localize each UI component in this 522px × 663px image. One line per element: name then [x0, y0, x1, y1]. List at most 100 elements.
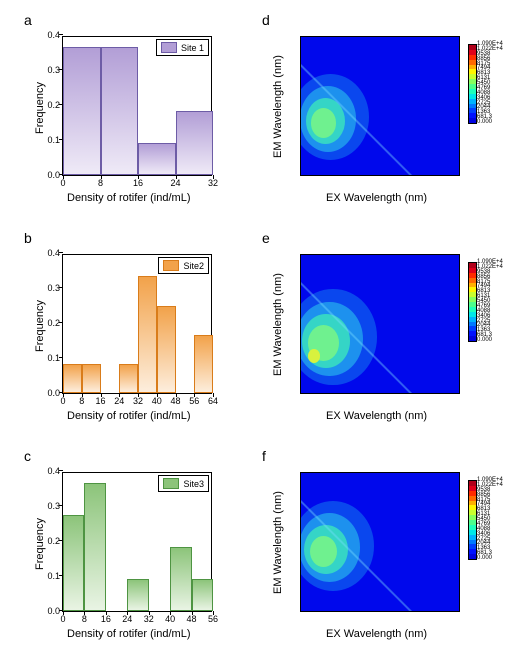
legend-text: Site 1	[181, 43, 204, 53]
colorbar-seg	[469, 118, 476, 123]
panel-label-e: e	[262, 230, 270, 246]
xtick: 400	[368, 393, 383, 394]
xtick: 300	[325, 393, 340, 394]
xtick: 600	[453, 393, 460, 394]
histogram-b: 0.00.10.20.30.40816243240485664	[62, 254, 212, 394]
xtick: 250	[304, 611, 319, 612]
xtick: 400	[368, 611, 383, 612]
colorbar-label: 0.000	[477, 119, 492, 125]
ytick: 0.1	[34, 571, 63, 581]
ytick: 0.4	[34, 466, 63, 476]
ytick: 500	[300, 295, 301, 305]
xlabel: Density of rotifer (ind/mL)	[67, 628, 190, 640]
ytick: 600	[300, 39, 301, 49]
histogram-a: 0.00.10.20.30.408162432	[62, 36, 212, 176]
ytick: 0.4	[34, 30, 63, 40]
ylabel: Frequency	[34, 300, 46, 352]
ytick: 600	[300, 257, 301, 267]
ylabel: EM Wavelength (nm)	[272, 491, 284, 594]
xtick: 600	[453, 175, 460, 176]
xtick: 450	[389, 175, 404, 176]
colorbar-seg	[469, 336, 476, 341]
contour-level	[311, 108, 337, 138]
xtick: 300	[325, 611, 340, 612]
ytick: 400	[300, 332, 301, 342]
eem-d: 300400500600250300350400450500550600	[300, 36, 460, 176]
xtick: 550	[432, 393, 447, 394]
panel-label-d: d	[262, 12, 270, 28]
xlabel: Density of rotifer (ind/mL)	[67, 192, 190, 204]
colorbar-seg	[469, 554, 476, 559]
ytick: 300	[300, 369, 301, 379]
histogram-bar	[119, 364, 138, 393]
histogram-c: 0.00.10.20.30.408162432404856	[62, 472, 212, 612]
histogram-bar	[194, 335, 213, 393]
legend: Site2	[158, 257, 209, 274]
histogram-bar	[63, 364, 82, 393]
histogram-bar	[127, 579, 148, 611]
xtick: 350	[347, 393, 362, 394]
ytick: 0.0	[34, 606, 63, 616]
xtick: 600	[453, 611, 460, 612]
ytick: 600	[300, 475, 301, 485]
histogram-bar	[101, 47, 139, 175]
ytick: 0.3	[34, 65, 63, 75]
ytick: 400	[300, 114, 301, 124]
legend-swatch	[161, 42, 177, 53]
histogram-bar	[82, 364, 101, 393]
xtick: 500	[411, 393, 426, 394]
legend-text: Site2	[183, 261, 204, 271]
colorbar	[468, 262, 477, 342]
panel-label-c: c	[24, 448, 31, 464]
histogram-bar	[157, 306, 176, 394]
ytick: 300	[300, 151, 301, 161]
xtick: 500	[411, 611, 426, 612]
histogram-bar	[192, 579, 213, 611]
xlabel: EX Wavelength (nm)	[326, 628, 427, 640]
xtick: 450	[389, 393, 404, 394]
ytick: 0.1	[34, 353, 63, 363]
colorbar	[468, 44, 477, 124]
xlabel: Density of rotifer (ind/mL)	[67, 410, 190, 422]
xtick: 400	[368, 175, 383, 176]
colorbar-label: 0.000	[477, 555, 492, 561]
xlabel: EX Wavelength (nm)	[326, 410, 427, 422]
colorbar	[468, 480, 477, 560]
xtick: 300	[325, 175, 340, 176]
ytick: 0.0	[34, 170, 63, 180]
xtick: 450	[389, 611, 404, 612]
ylabel: Frequency	[34, 518, 46, 570]
histogram-bar	[170, 547, 191, 611]
ylabel: EM Wavelength (nm)	[272, 55, 284, 158]
contour-level	[308, 349, 320, 362]
colorbar-label: 0.000	[477, 337, 492, 343]
legend-swatch	[163, 478, 179, 489]
ytick: 400	[300, 550, 301, 560]
ylabel: Frequency	[34, 82, 46, 134]
histogram-bar	[138, 276, 157, 393]
xtick: 250	[304, 175, 319, 176]
histogram-bar	[63, 47, 101, 175]
ytick: 0.1	[34, 135, 63, 145]
xtick: 550	[432, 611, 447, 612]
xtick: 350	[347, 611, 362, 612]
histogram-bar	[84, 483, 105, 611]
histogram-bar	[138, 143, 176, 175]
ytick: 0.3	[34, 501, 63, 511]
ytick: 300	[300, 587, 301, 597]
xtick: 550	[432, 175, 447, 176]
ytick: 0.4	[34, 248, 63, 258]
xtick: 250	[304, 393, 319, 394]
eem-f: 300 400 500 600 250 300 350 400 450 500 550 600	[300, 472, 460, 612]
ylabel: EM Wavelength (nm)	[272, 273, 284, 376]
xtick: 350	[347, 175, 362, 176]
legend-text: Site3	[183, 479, 204, 489]
histogram-bar	[63, 515, 84, 611]
xlabel: EX Wavelength (nm)	[326, 192, 427, 204]
ytick: 500	[300, 513, 301, 523]
panel-label-a: a	[24, 12, 32, 28]
histogram-bar	[176, 111, 214, 175]
legend: Site3	[158, 475, 209, 492]
legend: Site 1	[156, 39, 209, 56]
ytick: 0.0	[34, 388, 63, 398]
